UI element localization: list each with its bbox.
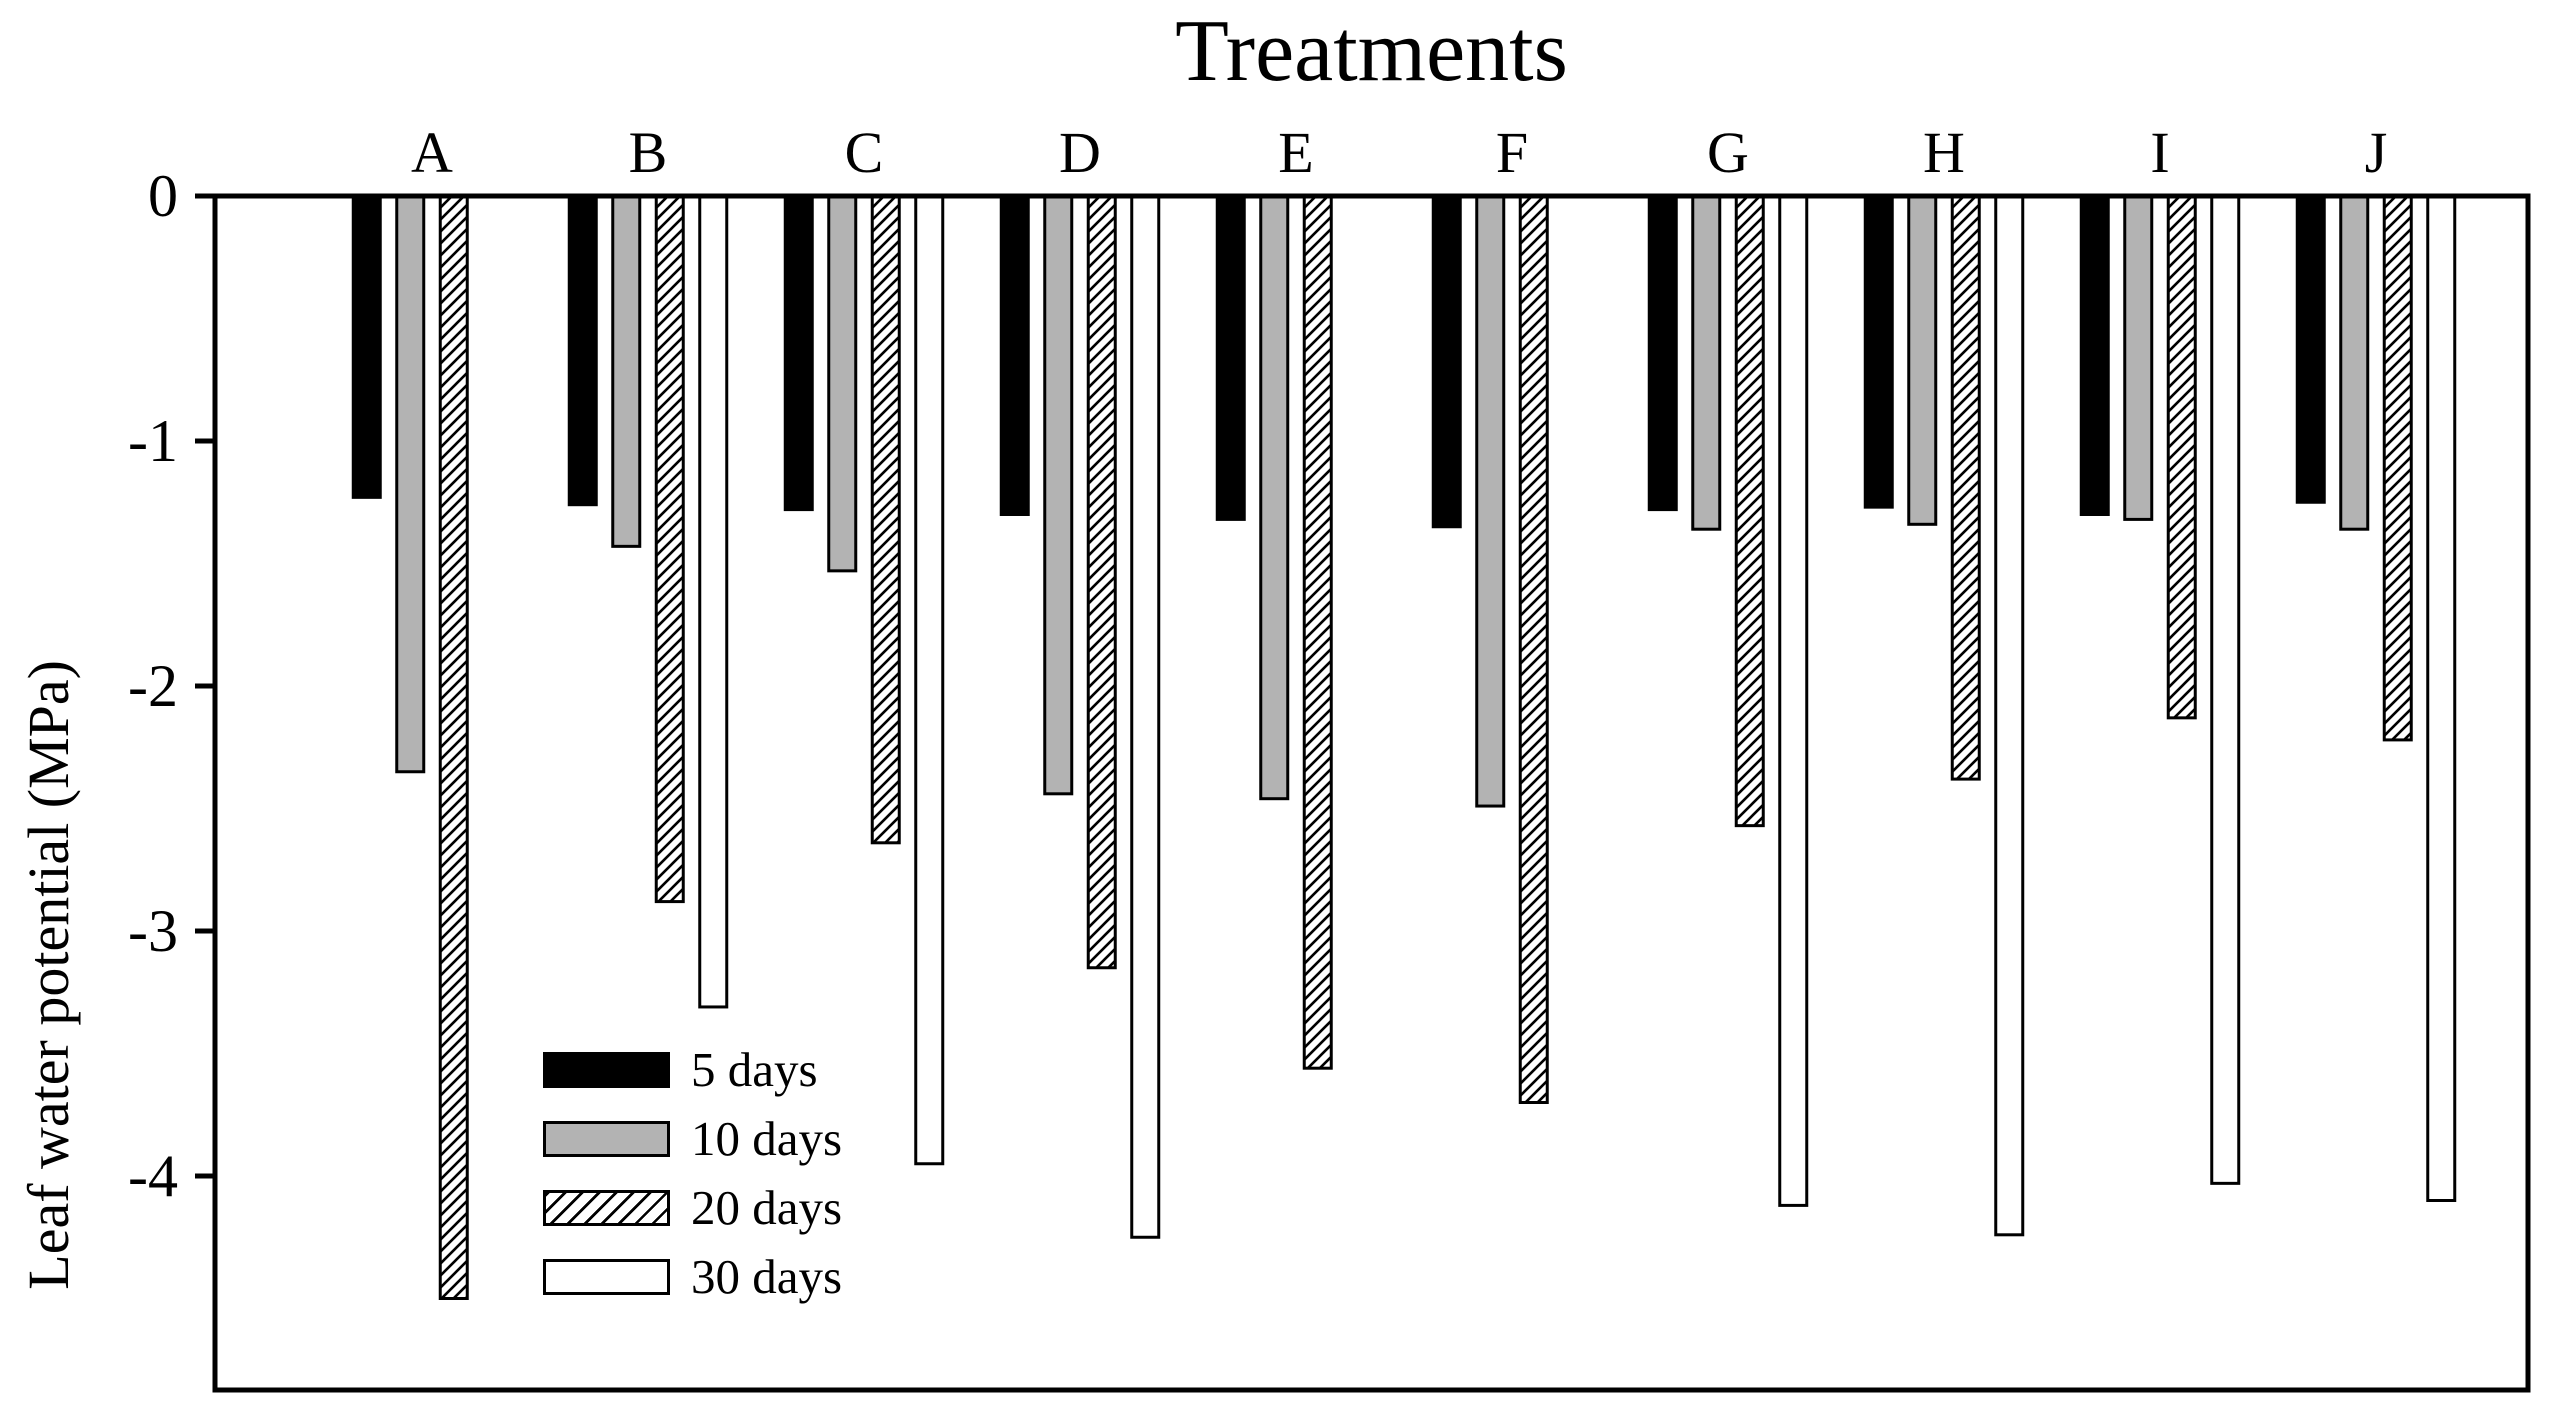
bar-J-5-days bbox=[2295, 194, 2326, 504]
y-axis-title-box: Leaf water potential (MPa) bbox=[2, 520, 94, 1415]
category-label-D: D bbox=[1059, 120, 1101, 185]
bar-I-5-days bbox=[2079, 194, 2110, 516]
legend: 5 days 10 days 20 days 30 days bbox=[543, 1045, 842, 1327]
legend-swatch-30-days bbox=[543, 1258, 670, 1295]
bar-J-10-days bbox=[2339, 194, 2370, 531]
bar-I-30-days bbox=[2210, 194, 2241, 1185]
bar-D-5-days bbox=[999, 194, 1030, 516]
chart-title: Treatments bbox=[1175, 3, 1568, 100]
legend-item-30-days: 30 days bbox=[543, 1252, 842, 1301]
y-axis-title: Leaf water potential (MPa) bbox=[15, 660, 81, 1290]
bar-D-10-days bbox=[1043, 194, 1074, 796]
bar-J-20-days bbox=[2382, 194, 2413, 742]
legend-label-30-days: 30 days bbox=[691, 1249, 843, 1304]
bar-F-5-days bbox=[1431, 194, 1462, 529]
legend-item-20-days: 20 days bbox=[543, 1183, 842, 1232]
category-label-J: J bbox=[2365, 120, 2388, 185]
bar-H-10-days bbox=[1907, 194, 1938, 526]
category-label-B: B bbox=[629, 120, 668, 185]
category-label-F: F bbox=[1496, 120, 1528, 185]
y-tick-label-0: 0 bbox=[148, 163, 178, 229]
category-label-H: H bbox=[1923, 120, 1965, 185]
legend-swatch-20-days bbox=[543, 1189, 670, 1226]
legend-item-5-days: 5 days bbox=[543, 1045, 842, 1094]
y-tick-label--2: -2 bbox=[128, 653, 178, 719]
y-tick-label--3: -3 bbox=[128, 898, 178, 964]
bar-B-20-days bbox=[654, 194, 685, 904]
category-label-I: I bbox=[2150, 120, 2169, 185]
bar-G-30-days bbox=[1778, 194, 1809, 1207]
bar-D-20-days bbox=[1086, 194, 1117, 970]
legend-item-10-days: 10 days bbox=[543, 1114, 842, 1163]
bar-H-30-days bbox=[1994, 194, 2025, 1237]
bar-F-20-days bbox=[1518, 194, 1549, 1104]
bar-B-10-days bbox=[611, 194, 642, 548]
bar-A-20-days bbox=[438, 194, 469, 1300]
bar-H-5-days bbox=[1863, 194, 1894, 509]
bar-C-5-days bbox=[783, 194, 814, 512]
bar-B-30-days bbox=[698, 194, 729, 1009]
bar-B-5-days bbox=[567, 194, 598, 507]
y-tick-label--4: -4 bbox=[128, 1143, 178, 1209]
bar-E-10-days bbox=[1259, 194, 1290, 801]
bar-A-5-days bbox=[351, 194, 382, 499]
bar-F-10-days bbox=[1475, 194, 1506, 808]
bar-I-20-days bbox=[2166, 194, 2197, 720]
y-tick-label--1: -1 bbox=[128, 408, 178, 474]
bar-C-20-days bbox=[870, 194, 901, 845]
bar-G-5-days bbox=[1647, 194, 1678, 512]
bar-G-10-days bbox=[1691, 194, 1722, 531]
plot-frame bbox=[212, 193, 2531, 1393]
bar-H-20-days bbox=[1950, 194, 1981, 781]
bar-C-30-days bbox=[914, 194, 945, 1166]
legend-label-10-days: 10 days bbox=[691, 1111, 843, 1166]
bar-I-10-days bbox=[2123, 194, 2154, 521]
bar-E-5-days bbox=[1215, 194, 1246, 521]
bar-G-20-days bbox=[1734, 194, 1765, 828]
category-label-A: A bbox=[411, 120, 453, 185]
bar-C-10-days bbox=[827, 194, 858, 573]
legend-swatch-10-days bbox=[543, 1120, 670, 1157]
category-label-C: C bbox=[845, 120, 884, 185]
bar-J-30-days bbox=[2426, 194, 2457, 1202]
legend-label-5-days: 5 days bbox=[691, 1042, 818, 1097]
category-label-G: G bbox=[1707, 120, 1749, 185]
legend-swatch-5-days bbox=[543, 1051, 670, 1088]
bar-A-10-days bbox=[395, 194, 426, 774]
legend-label-20-days: 20 days bbox=[691, 1180, 843, 1235]
bar-E-20-days bbox=[1302, 194, 1333, 1070]
category-label-E: E bbox=[1278, 120, 1313, 185]
bar-D-30-days bbox=[1130, 194, 1161, 1239]
